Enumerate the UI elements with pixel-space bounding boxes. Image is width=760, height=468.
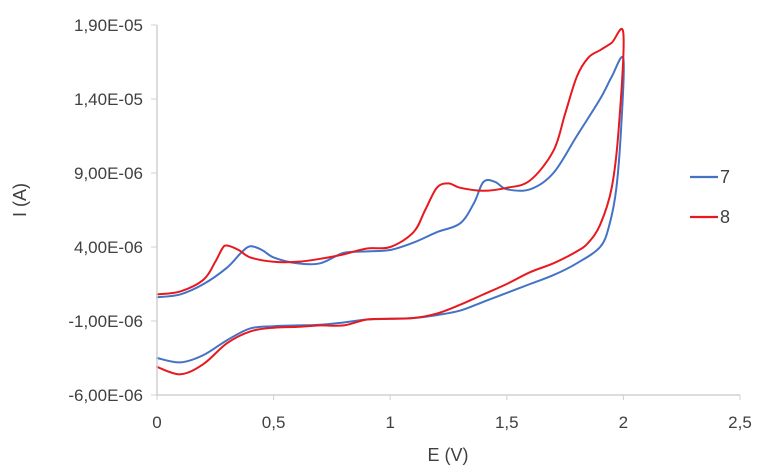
legend-label: 8 [720, 207, 730, 227]
y-tick-label: 9,00E-06 [74, 164, 143, 183]
x-tick-label: 0 [152, 413, 161, 432]
x-tick-label: 0,5 [262, 413, 286, 432]
plot-area [156, 27, 625, 376]
x-axis-ticks: 0 0,5 1 1,5 2 2,5 [152, 395, 752, 432]
legend-item-8: 8 [690, 207, 730, 227]
series-line-7 [156, 56, 625, 364]
x-tick-label: 2,5 [728, 413, 752, 432]
x-tick-label: 1 [385, 413, 394, 432]
y-tick-label: 1,40E-05 [74, 90, 143, 109]
legend: 78 [690, 167, 730, 227]
y-tick-label: 4,00E-06 [74, 238, 143, 257]
series-line-8 [156, 27, 625, 376]
y-tick-label: 1,90E-05 [74, 16, 143, 35]
y-tick-label: -6,00E-06 [68, 386, 143, 405]
legend-item-7: 7 [690, 167, 730, 187]
x-tick-label: 1,5 [495, 413, 519, 432]
legend-label: 7 [720, 167, 730, 187]
axes [156, 25, 740, 396]
y-axis-title: I (A) [10, 183, 30, 217]
y-tick-label: -1,00E-06 [68, 312, 143, 331]
y-axis-ticks: 1,90E-05 1,40E-05 9,00E-06 4,00E-06 -1,00E-0… [68, 16, 157, 405]
x-axis-title: E (V) [427, 445, 468, 465]
x-tick-label: 2 [619, 413, 628, 432]
